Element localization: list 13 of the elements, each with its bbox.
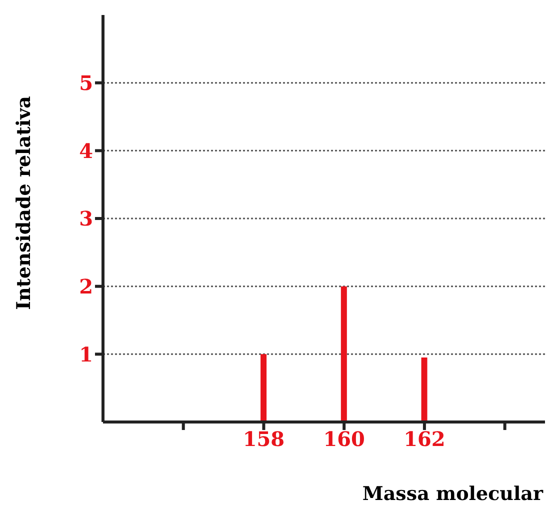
bar: [340, 286, 347, 422]
y-tick-label: 4: [79, 138, 94, 163]
y-tick-label: 3: [79, 206, 93, 231]
x-axis-title: Massa molecular: [362, 483, 543, 505]
x-tick-label: 162: [404, 427, 446, 452]
bar: [260, 354, 267, 422]
x-tick-label: 158: [242, 427, 285, 452]
x-tick-label: 160: [323, 427, 365, 452]
y-tick-label: 2: [79, 274, 93, 298]
bar: [421, 358, 428, 422]
y-axis-title: Intensidade relativa: [13, 96, 35, 310]
y-tick-label: 5: [79, 70, 93, 95]
y-tick-label: 1: [79, 342, 93, 366]
